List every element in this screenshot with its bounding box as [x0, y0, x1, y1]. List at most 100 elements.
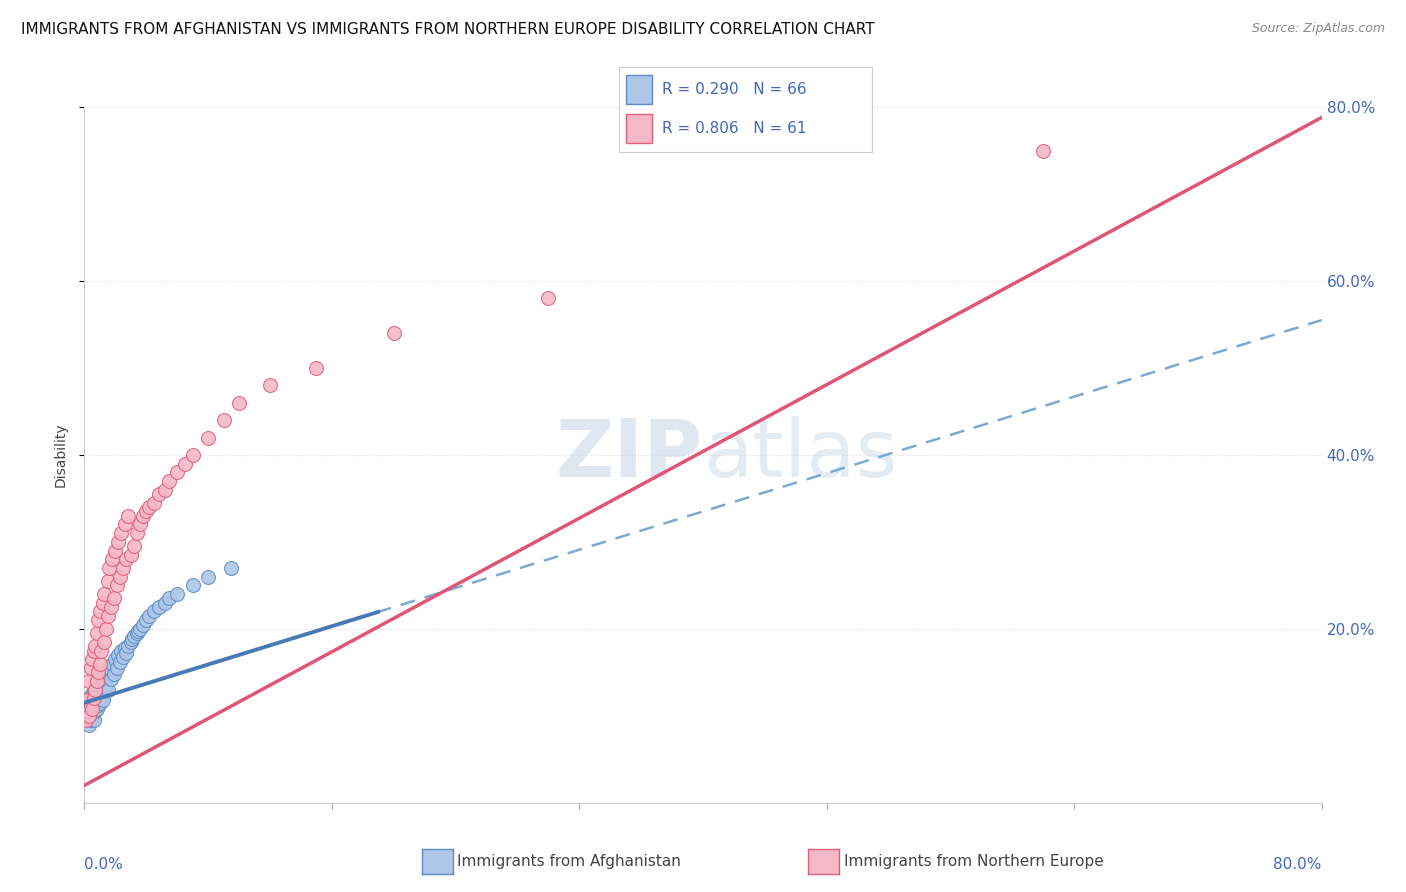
- Point: [84, 639, 107, 653]
- Point: [143, 605, 166, 619]
- Point: [129, 622, 152, 636]
- Point: [86, 626, 108, 640]
- Point: [87, 665, 110, 680]
- Point: [108, 570, 131, 584]
- Point: [77, 717, 100, 731]
- Point: [101, 657, 124, 671]
- Point: [87, 613, 110, 627]
- Point: [93, 587, 115, 601]
- Point: [82, 698, 104, 713]
- Point: [110, 643, 132, 657]
- Point: [107, 534, 129, 549]
- Text: Immigrants from Afghanistan: Immigrants from Afghanistan: [457, 855, 681, 869]
- Point: [82, 702, 104, 716]
- Point: [82, 652, 104, 666]
- Point: [305, 360, 328, 375]
- Point: [537, 291, 560, 305]
- Point: [120, 548, 142, 562]
- Point: [83, 713, 105, 727]
- Point: [128, 624, 150, 638]
- Point: [97, 667, 120, 681]
- Point: [94, 678, 117, 692]
- Point: [110, 526, 132, 541]
- Point: [159, 474, 181, 488]
- Point: [97, 574, 120, 588]
- Point: [77, 691, 100, 706]
- Point: [93, 684, 115, 698]
- Point: [181, 578, 204, 592]
- Point: [89, 605, 111, 619]
- Text: atlas: atlas: [703, 416, 897, 494]
- Point: [93, 635, 115, 649]
- Point: [114, 517, 136, 532]
- Point: [108, 655, 131, 669]
- Point: [98, 561, 121, 575]
- Point: [79, 713, 101, 727]
- Text: IMMIGRANTS FROM AFGHANISTAN VS IMMIGRANTS FROM NORTHERN EUROPE DISABILITY CORREL: IMMIGRANTS FROM AFGHANISTAN VS IMMIGRANT…: [21, 22, 875, 37]
- Point: [84, 700, 107, 714]
- Text: R = 0.806   N = 61: R = 0.806 N = 61: [662, 121, 806, 136]
- Point: [112, 561, 135, 575]
- Point: [125, 626, 148, 640]
- Point: [132, 508, 155, 523]
- Point: [101, 552, 124, 566]
- Text: 80.0%: 80.0%: [1274, 856, 1322, 871]
- Point: [83, 693, 105, 707]
- Point: [1032, 144, 1054, 158]
- Point: [90, 681, 112, 695]
- Point: [100, 673, 122, 687]
- Point: [105, 578, 128, 592]
- Point: [121, 632, 143, 647]
- Point: [132, 617, 155, 632]
- Point: [84, 682, 107, 697]
- Point: [83, 643, 105, 657]
- Point: [91, 670, 114, 684]
- Point: [112, 649, 135, 664]
- Point: [83, 691, 105, 706]
- Point: [159, 591, 181, 606]
- Point: [76, 705, 98, 719]
- Text: R = 0.290   N = 66: R = 0.290 N = 66: [662, 82, 806, 97]
- Point: [115, 552, 138, 566]
- Point: [82, 702, 104, 716]
- Point: [148, 600, 170, 615]
- Point: [228, 396, 250, 410]
- Point: [89, 657, 111, 671]
- Point: [125, 526, 148, 541]
- Point: [114, 640, 136, 655]
- Text: Source: ZipAtlas.com: Source: ZipAtlas.com: [1251, 22, 1385, 36]
- Point: [86, 682, 108, 697]
- Point: [138, 608, 160, 623]
- Point: [77, 708, 100, 723]
- Point: [97, 608, 120, 623]
- Point: [103, 591, 125, 606]
- Point: [93, 674, 115, 689]
- Point: [77, 674, 100, 689]
- Point: [79, 661, 101, 675]
- Point: [89, 696, 111, 710]
- Point: [82, 708, 104, 723]
- Point: [98, 661, 121, 675]
- Point: [153, 596, 176, 610]
- Point: [135, 504, 157, 518]
- Point: [87, 687, 110, 701]
- Point: [77, 705, 100, 719]
- Point: [76, 693, 98, 707]
- Point: [79, 696, 101, 710]
- Point: [197, 570, 219, 584]
- Point: [100, 600, 122, 615]
- Point: [120, 635, 142, 649]
- Point: [197, 431, 219, 445]
- Point: [87, 698, 110, 713]
- Point: [94, 622, 117, 636]
- Text: Immigrants from Northern Europe: Immigrants from Northern Europe: [844, 855, 1104, 869]
- Point: [91, 693, 114, 707]
- Point: [86, 702, 108, 716]
- Point: [75, 696, 97, 710]
- Point: [129, 517, 152, 532]
- Point: [115, 646, 138, 660]
- Point: [138, 500, 160, 514]
- Point: [86, 674, 108, 689]
- Point: [122, 629, 145, 643]
- Point: [135, 613, 157, 627]
